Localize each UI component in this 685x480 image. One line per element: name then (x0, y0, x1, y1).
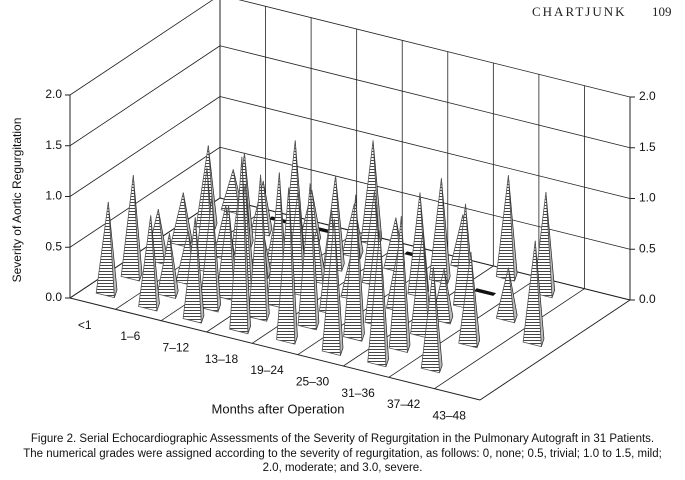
y-tick-label-right: 0.0 (639, 292, 656, 306)
y-axis-label: Severity of Aortic Regurgitation (10, 118, 24, 283)
grid-line (238, 0, 631, 98)
pyramid (297, 183, 317, 331)
pyramid (388, 216, 408, 354)
pyramid (248, 174, 268, 322)
pyramid (216, 205, 236, 302)
pyramid (138, 215, 158, 312)
page-number: 109 (652, 4, 672, 19)
y-tick-label-right: 2.0 (639, 89, 656, 103)
x-tick-label: 37–42 (387, 397, 421, 411)
grid-line (69, 197, 221, 299)
grid-line (219, 146, 631, 250)
pyramid (495, 175, 515, 282)
x-tick-label: 25–30 (296, 375, 330, 389)
pyramid (199, 195, 219, 313)
zero-mark (473, 288, 497, 296)
chart: Severity of Aortic Regurgitation Months … (10, 0, 656, 423)
y-tick-label-right: 1.5 (639, 140, 656, 154)
caption-title: Figure 2. Serial Echocardiographic Asses… (30, 433, 655, 445)
grid-line (219, 96, 631, 199)
pyramid (495, 267, 515, 324)
pyramid (367, 230, 387, 368)
y-tick-label: 0.5 (45, 239, 62, 253)
pyramid (170, 192, 190, 249)
y-tick-label: 0.0 (45, 290, 62, 304)
x-tick-label: 7–12 (163, 341, 190, 355)
y-tick-label-right: 1.0 (639, 191, 656, 205)
x-tick-label: 19–24 (250, 363, 284, 377)
pyramid (321, 219, 341, 356)
grid-line (219, 45, 631, 149)
y-tick-label: 1.5 (45, 138, 62, 152)
x-tick-label: <1 (78, 318, 92, 332)
pyramid (420, 266, 440, 374)
pyramid (266, 172, 286, 310)
x-tick-label: 1–6 (120, 329, 140, 343)
grid-line (69, 45, 221, 147)
pyramid (229, 156, 249, 335)
grid-line (69, 96, 221, 197)
pyramid (156, 233, 177, 300)
caption-text: The numerical grades were assigned accor… (23, 448, 662, 474)
grid-line (69, 146, 221, 248)
pyramid (428, 178, 448, 285)
pyramid (343, 194, 363, 342)
grid-line (69, 0, 214, 96)
floor-line (434, 288, 585, 389)
y-tick-label-right: 0.5 (639, 241, 656, 255)
pyramid (533, 191, 553, 299)
pyramid (458, 252, 478, 349)
axis-line (69, 297, 481, 401)
axis-line (479, 299, 631, 401)
running-title: CHARTJUNK (532, 4, 627, 19)
pyramid (276, 187, 296, 345)
y-tick-label: 1.0 (45, 189, 62, 203)
pyramid (182, 217, 202, 324)
pyramid (120, 175, 140, 282)
pyramid (95, 201, 115, 299)
x-tick-label: 31–36 (341, 386, 375, 400)
y-tick-label: 2.0 (45, 87, 62, 101)
x-axis-label: Months after Operation (212, 401, 345, 416)
x-tick-label: 43–48 (433, 409, 467, 423)
pyramid (220, 169, 240, 215)
pyramid (522, 240, 542, 348)
pyramid (410, 232, 430, 339)
x-tick-label: 13–18 (205, 352, 239, 366)
